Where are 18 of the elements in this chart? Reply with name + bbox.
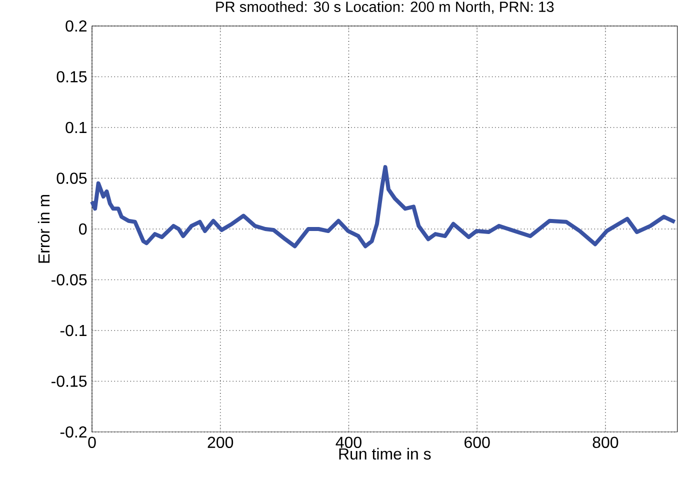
x-tick-label: 200 bbox=[208, 436, 234, 448]
chart-title: PR smoothed: 30 s Location: 200 m North, PRN: 13 bbox=[216, 1, 554, 14]
line-series bbox=[90, 165, 677, 248]
y-tick-label: 0 bbox=[79, 223, 87, 235]
x-tick-label: 400 bbox=[336, 436, 362, 448]
y-tick-label: 0.2 bbox=[66, 20, 86, 32]
y-tick-label: 0.15 bbox=[56, 71, 87, 82]
y-tick-label: -0.05 bbox=[52, 274, 87, 286]
x-tick-label: 600 bbox=[464, 436, 490, 448]
y-axis-title: Error in m bbox=[38, 194, 50, 263]
x-tick-label: 0 bbox=[88, 436, 96, 448]
y-tick-label: -0.2 bbox=[60, 426, 86, 438]
x-tick-label: 800 bbox=[592, 436, 618, 448]
y-tick-label: -0.15 bbox=[52, 376, 87, 387]
y-tick-label: 0.05 bbox=[56, 172, 87, 184]
y-tick-label: 0.1 bbox=[66, 122, 87, 134]
y-tick-label: -0.1 bbox=[60, 324, 87, 336]
x-axis-title: Run time in s bbox=[339, 448, 431, 460]
